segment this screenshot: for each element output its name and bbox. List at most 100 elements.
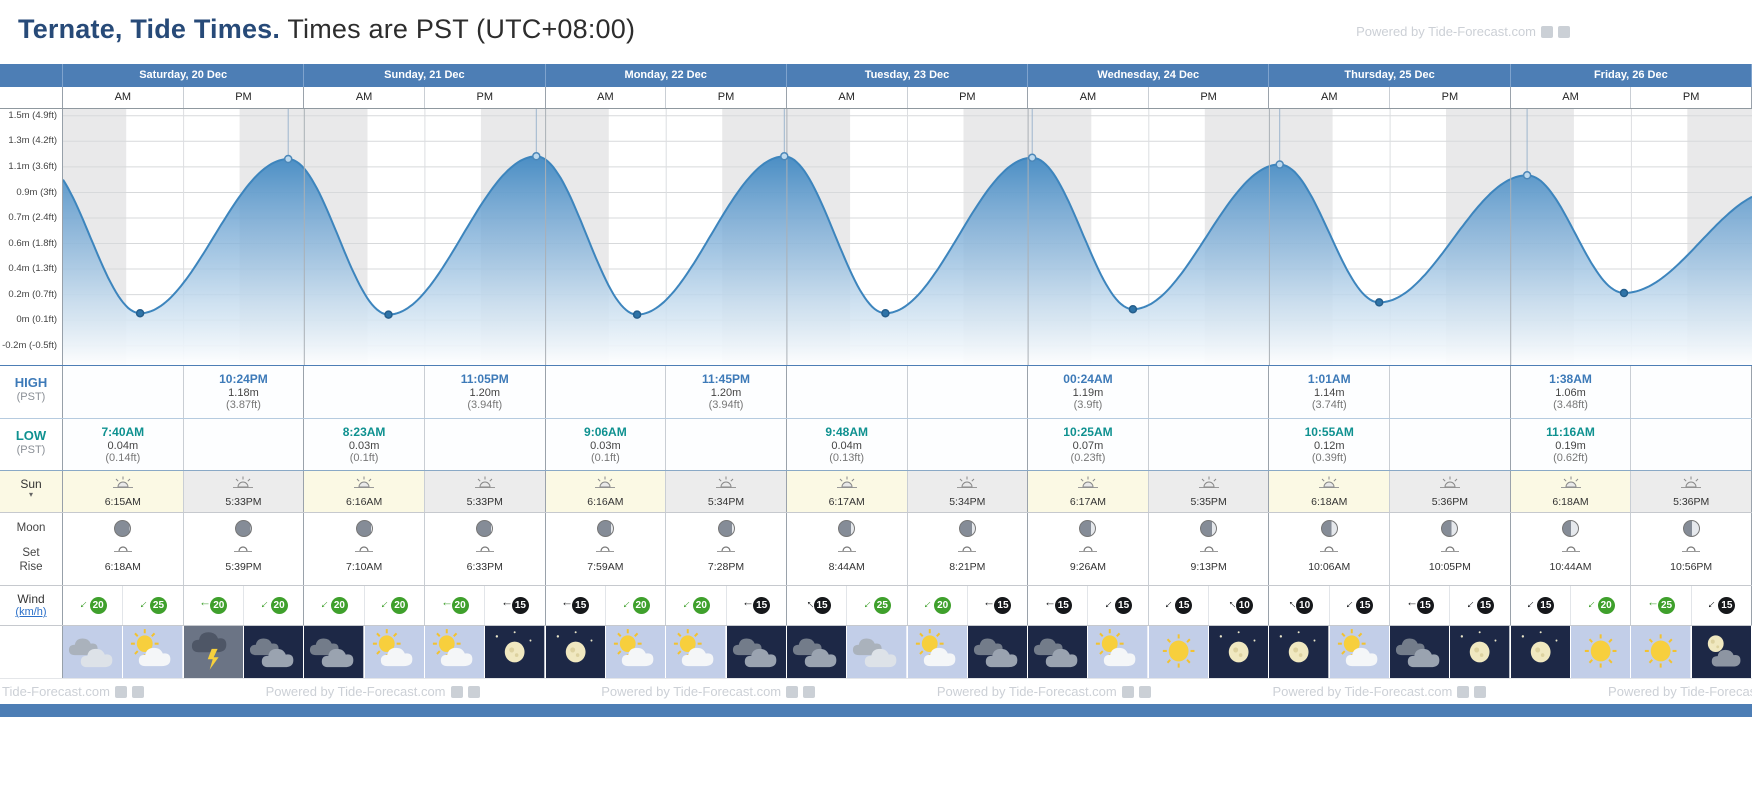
wind-speed-badge: 10 [1296,597,1314,614]
wind-unit-link[interactable]: (km/h) [15,606,47,618]
sun-row: Sun ▾ 6:15AM 5:33PM 6:16AM 5:33PM 6:16AM 5:34… [0,471,1752,513]
powered-by-watermark[interactable]: Powered by Tide-Forecast.com [1272,684,1487,699]
high-tide-height-m: 1.19m [1072,387,1104,399]
sunset-time: 5:34PM [707,496,745,508]
wind-speed-badge: 15 [753,597,771,614]
watermark-icon [803,686,816,698]
high-tide-height-ft: (3.48ft) [1553,399,1588,411]
powered-by-watermark[interactable]: Powered by Tide-Forecast.com [601,684,816,699]
wind-speed-badge: 25 [149,597,167,614]
set-label-text: Set [22,547,40,559]
moonset-icon [113,540,132,558]
am-label: AM [786,87,908,108]
low-tide-height-ft: (0.39ft) [1311,452,1347,464]
high-tide-height-m: 1.18m [228,387,259,399]
high-tide-cell-pm-6 [1631,366,1752,418]
high-tide-height-ft: (3.94ft) [467,399,503,411]
low-tide-label: LOW (PST) [0,419,63,470]
moon-phase-icon [1079,520,1097,537]
weather-icon-clear-night [485,626,546,678]
wind-cell-3-1: → 25 [847,586,908,625]
sunset-time: 5:36PM [1431,496,1468,508]
weather-row-gutter [0,626,63,678]
watermark-icon [1558,26,1570,38]
wind-direction-arrow: → [742,598,755,613]
moonset-cell-5: 10:06AM [1269,513,1391,585]
sunset-icon [1439,475,1461,495]
day-header-row: Saturday, 20 Dec Sunday, 21 Dec Monday, 22… [0,64,1752,87]
moonset-cell-6: 10:44AM [1510,513,1632,585]
wind-speed-badge: 15 [1175,597,1193,614]
sunrise-cell-2: 6:16AM [545,471,667,512]
y-axis-label: -0.2m (-0.5ft) [2,339,57,351]
high-tide-height-m: 1.14m [1313,387,1345,399]
low-tide-time: 8:23AM [342,425,386,439]
high-tide-time: 11:45PM [702,372,751,386]
sunset-cell-0: 5:33PM [183,471,305,512]
wind-speed-badge: 10 [1235,597,1253,614]
powered-by-text: Powered by Tide-Forecast.com [265,684,446,699]
weather-icon-clear-night [1450,626,1511,678]
weather-icon-cloudy-night [1390,626,1451,678]
moon-phase-icon [1682,520,1700,537]
high-tide-height-ft: (3.87ft) [226,399,261,411]
powered-by-text: Powered by Tide-Forecast.com [601,684,782,699]
weather-icon-cloudy-night [1028,626,1089,678]
weather-icon-sunny [1631,626,1692,678]
powered-by-watermark[interactable]: Powered by Tide-Forecast.com [937,684,1151,699]
moonrise-cell-1: 6:33PM [424,513,546,585]
wind-direction-arrow: → [1405,598,1418,613]
low-tide-cell-am-3: 9:48AM 0.04m (0.13ft) [786,419,908,470]
high-tide-cell-am-5: 1:01AM 1.14m (3.74ft) [1269,366,1391,418]
wind-speed-badge: 15 [1356,597,1374,614]
day-header-2: Monday, 22 Dec [545,64,787,87]
moon-row-label: Moon Set Rise [0,513,63,585]
moon-label-text: Moon [16,522,46,534]
wind-cell-0-0: → 20 [63,586,124,625]
pm-label: PM [1148,87,1270,108]
high-tide-height-ft: (3.94ft) [708,399,744,411]
high-tide-height-m: 1.20m [469,387,501,399]
sunrise-icon [1560,475,1582,495]
moonrise-icon [234,540,253,558]
moon-phase-icon [1441,520,1459,537]
powered-by-watermark[interactable]: Powered by Tide-Forecast.com [1608,684,1752,699]
low-tide-cell-am-2: 9:06AM 0.03m (0.1ft) [545,419,667,470]
sun-label-text: Sun [20,477,42,491]
moon-phase-icon [234,520,252,537]
weather-icon-cloudy [847,626,908,678]
high-label-text: HIGH [14,375,48,390]
wind-label-text: Wind [17,592,45,606]
moonset-time: 10:44AM [1549,561,1592,573]
powered-by-link-top[interactable]: Powered by Tide-Forecast.com [1356,24,1570,39]
low-label-text: LOW [15,428,47,443]
sunset-icon [474,475,496,495]
watermark-icon [1474,686,1487,698]
moonrise-time: 5:39PM [225,561,262,573]
moonrise-cell-5: 10:05PM [1390,513,1511,585]
sunset-icon [1680,475,1702,495]
powered-by-watermark[interactable]: Powered by Tide-Forecast.com [0,684,144,699]
sunset-time: 5:33PM [225,496,262,508]
y-axis-label: 1.1m (3.6ft) [8,160,57,172]
low-tide-time: 10:25AM [1063,425,1113,439]
wind-direction-arrow: → [561,598,574,613]
moonset-cell-4: 9:26AM [1028,513,1149,585]
pm-label: PM [424,87,546,108]
wind-speed-badge: 20 [632,597,650,614]
wind-speed-badge: 15 [1416,597,1434,614]
moonset-cell-1: 7:10AM [304,513,425,585]
moonset-cell-3: 8:44AM [786,513,908,585]
wind-cell-0-1: → 25 [123,586,184,625]
watermark-icon [1457,686,1470,698]
high-tide-cell-am-1 [304,366,425,418]
low-tide-cell-pm-3 [907,419,1029,470]
watermark-icon [1121,686,1134,698]
watermark-icon [114,686,127,698]
weather-row [0,626,1752,678]
low-tide-height-m: 0.12m [1313,440,1345,452]
am-label: AM [545,87,667,108]
moon-phase-icon [476,520,494,537]
powered-by-watermark[interactable]: Powered by Tide-Forecast.com [266,684,480,699]
watermark-icon [467,686,480,698]
